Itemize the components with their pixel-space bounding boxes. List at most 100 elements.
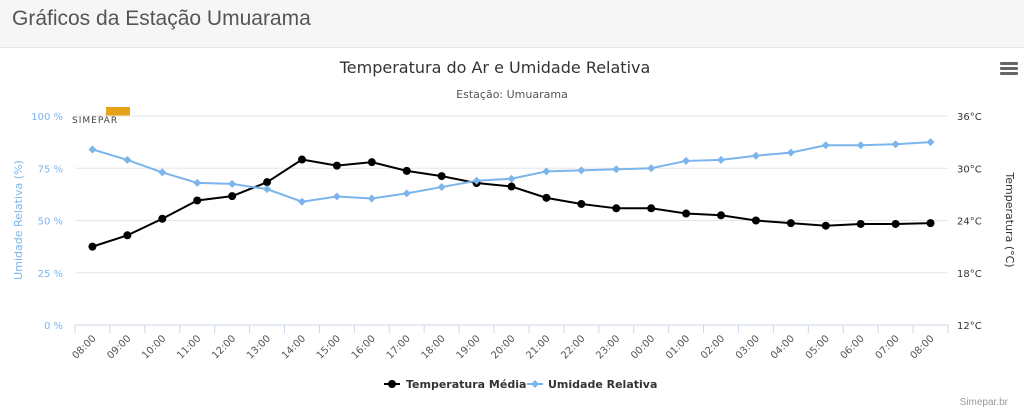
y-axis-right-ticks: 12°C 18°C 24°C 30°C 36°C bbox=[957, 112, 982, 332]
gridlines bbox=[75, 115, 948, 326]
x-tick-label: 08:00 bbox=[70, 333, 98, 361]
x-tick-label: 22:00 bbox=[559, 333, 587, 361]
data-point bbox=[263, 185, 272, 194]
data-point bbox=[472, 176, 481, 185]
data-point bbox=[193, 178, 202, 187]
data-point bbox=[332, 192, 341, 201]
data-point bbox=[437, 172, 446, 181]
data-point bbox=[402, 189, 411, 198]
data-point bbox=[751, 151, 760, 160]
data-point bbox=[297, 197, 306, 206]
x-tick-label: 11:00 bbox=[175, 333, 203, 361]
x-tick-label: 05:00 bbox=[804, 333, 832, 361]
x-tick-label: 12:00 bbox=[210, 333, 238, 361]
x-tick-label: 00:00 bbox=[629, 333, 657, 361]
data-point bbox=[507, 182, 516, 191]
data-point bbox=[367, 158, 376, 167]
simepar-logo-text: SIMEPAR bbox=[72, 116, 118, 126]
data-point bbox=[717, 211, 726, 220]
x-tick-label: 06:00 bbox=[839, 333, 867, 361]
y-left-tick-label: 75 % bbox=[38, 164, 63, 175]
data-point bbox=[367, 194, 376, 203]
y-axis-right-label: Temperatura (°C) bbox=[1003, 171, 1016, 267]
x-tick-label: 02:00 bbox=[699, 333, 727, 361]
x-tick-label: 09:00 bbox=[105, 333, 133, 361]
page-header: Gráficos da Estação Umuarama bbox=[0, 0, 1024, 48]
legend-label-temperatura: Temperatura Média bbox=[406, 378, 526, 391]
x-tick-label: 01:00 bbox=[664, 333, 692, 361]
x-axis-ticks: 08:00 09:00 10:00 11:00 12:00 13:00 14:00 15:00… bbox=[70, 325, 949, 362]
data-point bbox=[682, 156, 691, 165]
data-point bbox=[647, 204, 656, 213]
x-tick-label: 04:00 bbox=[769, 333, 797, 361]
legend-item-temperatura[interactable]: Temperatura Média bbox=[384, 378, 526, 391]
y-right-tick-label: 24°C bbox=[957, 217, 982, 228]
x-tick-label: 15:00 bbox=[315, 333, 343, 361]
page-title: Gráficos da Estação Umuarama bbox=[12, 7, 311, 30]
data-point bbox=[542, 167, 551, 176]
chart-title: Temperatura do Ar e Umidade Relativa bbox=[339, 58, 651, 77]
data-point bbox=[821, 221, 830, 230]
x-tick-label: 16:00 bbox=[350, 333, 378, 361]
data-point bbox=[751, 216, 760, 225]
data-point bbox=[786, 148, 795, 157]
y-left-tick-label: 0 % bbox=[44, 321, 63, 332]
x-tick-label: 18:00 bbox=[420, 333, 448, 361]
data-point bbox=[682, 209, 691, 218]
x-tick-label: 17:00 bbox=[385, 333, 413, 361]
series-group bbox=[88, 138, 935, 251]
y-left-tick-label: 100 % bbox=[31, 112, 63, 123]
x-tick-label: 23:00 bbox=[594, 333, 622, 361]
data-point bbox=[821, 141, 830, 150]
y-right-tick-label: 12°C bbox=[957, 321, 982, 332]
x-tick-label: 07:00 bbox=[874, 333, 902, 361]
data-point bbox=[856, 141, 865, 150]
simepar-logo: SIMEPAR bbox=[72, 107, 130, 126]
x-tick-label: 19:00 bbox=[455, 333, 483, 361]
data-point bbox=[158, 214, 167, 223]
data-point bbox=[263, 178, 272, 187]
data-point bbox=[228, 192, 237, 201]
y-left-tick-label: 25 % bbox=[38, 269, 63, 280]
data-point bbox=[577, 166, 586, 175]
y-axis-left-ticks: 0 % 25 % 50 % 75 % 100 % bbox=[31, 112, 63, 332]
hamburger-icon[interactable] bbox=[1000, 62, 1018, 76]
x-tick-label: 10:00 bbox=[140, 333, 168, 361]
data-point bbox=[856, 219, 865, 228]
data-point bbox=[577, 199, 586, 208]
data-point bbox=[88, 145, 97, 154]
data-point bbox=[891, 140, 900, 149]
y-axis-left-label: Umidade Relativa (%) bbox=[12, 160, 25, 280]
legend: Temperatura Média Umidade Relativa bbox=[384, 378, 657, 391]
data-point bbox=[647, 164, 656, 173]
x-tick-label: 21:00 bbox=[524, 333, 552, 361]
data-point bbox=[297, 155, 306, 164]
x-tick-label: 03:00 bbox=[734, 333, 762, 361]
series-line bbox=[92, 158, 931, 248]
chart-subtitle: Estação: Umuarama bbox=[456, 88, 568, 101]
data-point bbox=[612, 204, 621, 213]
data-point bbox=[926, 219, 935, 228]
data-point bbox=[158, 168, 167, 177]
data-point bbox=[88, 242, 97, 251]
data-point bbox=[542, 193, 551, 202]
x-tick-label: 20:00 bbox=[489, 333, 517, 361]
legend-item-umidade[interactable]: Umidade Relativa bbox=[527, 378, 657, 391]
data-point bbox=[123, 231, 132, 240]
data-point bbox=[193, 196, 202, 205]
series-line bbox=[92, 141, 931, 203]
x-tick-label: 14:00 bbox=[280, 333, 308, 361]
data-point bbox=[123, 155, 132, 164]
data-point bbox=[228, 179, 237, 188]
data-point bbox=[926, 138, 935, 147]
legend-label-umidade: Umidade Relativa bbox=[548, 378, 657, 391]
data-point bbox=[786, 219, 795, 228]
data-point bbox=[507, 174, 516, 183]
data-point bbox=[717, 155, 726, 164]
data-point bbox=[332, 161, 341, 170]
credit-link[interactable]: Simepar.br bbox=[959, 397, 1008, 408]
x-tick-label: 08:00 bbox=[908, 333, 936, 361]
y-right-tick-label: 36°C bbox=[957, 112, 982, 123]
y-right-tick-label: 18°C bbox=[957, 269, 982, 280]
data-point bbox=[437, 183, 446, 192]
